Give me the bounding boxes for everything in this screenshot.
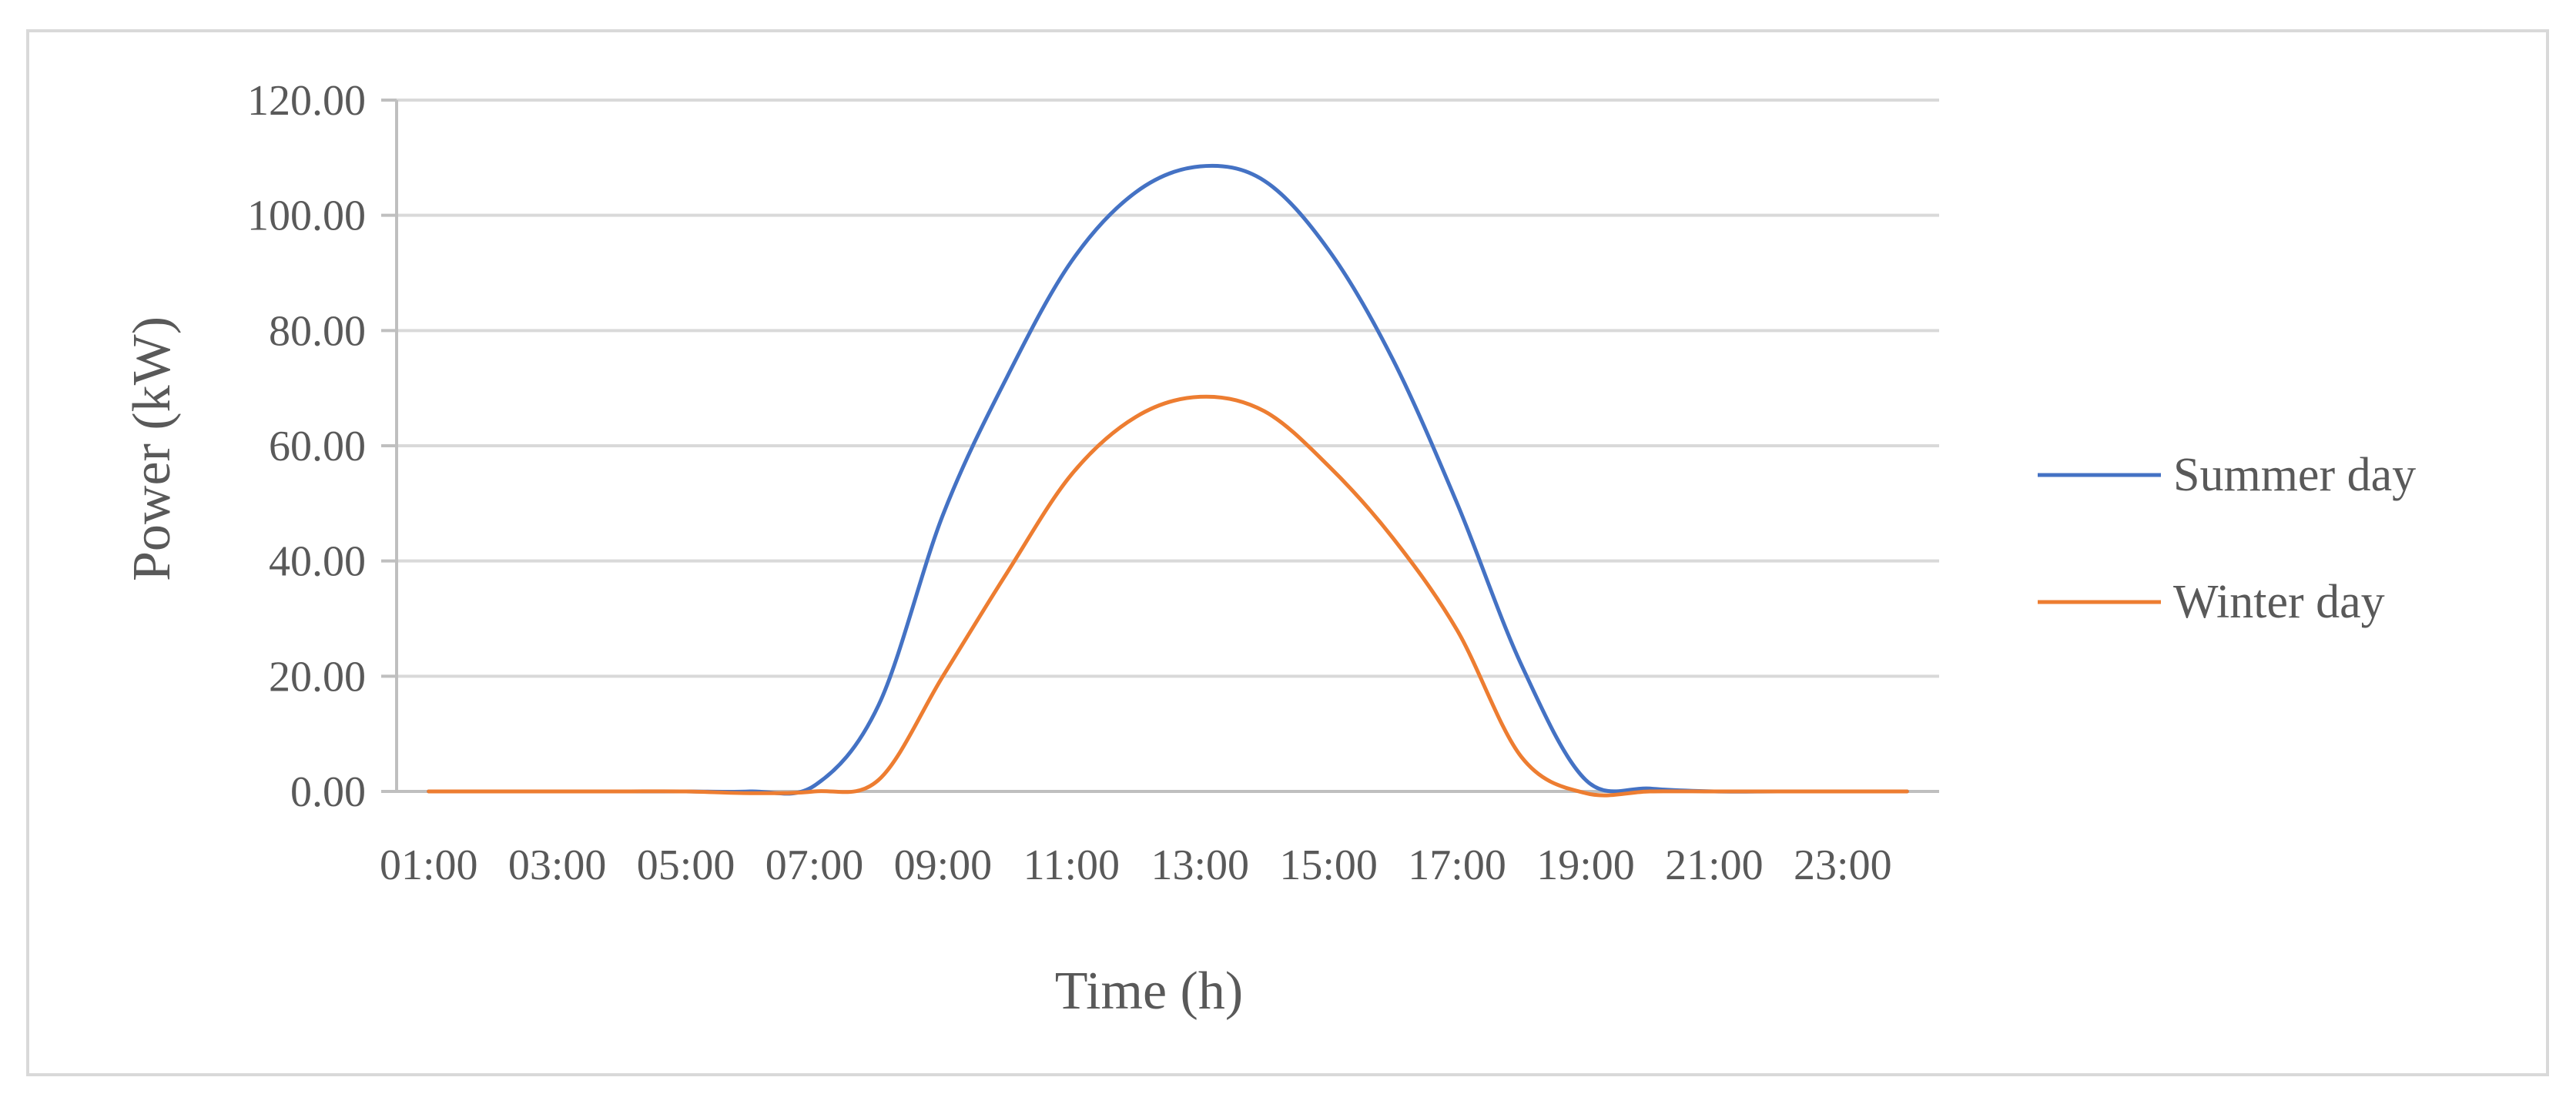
x-tick-label: 07:00: [765, 841, 864, 889]
x-tick-labels: 01:00 03:00 05:00 07:00 09:00 11:00 13:00 15:00…: [380, 841, 1892, 889]
x-tick-label: 11:00: [1023, 841, 1120, 889]
x-axis-title: Time (h): [1055, 962, 1243, 1021]
winter-day-line: [427, 394, 1909, 798]
y-tick-label: 20.00: [269, 653, 366, 701]
legend: Summer day Winter day: [2038, 449, 2416, 628]
y-tick-label: 0.00: [290, 768, 366, 816]
x-tick-label: 13:00: [1151, 841, 1249, 889]
x-tick-label: 05:00: [637, 841, 735, 889]
series-lines: [427, 163, 1909, 798]
winter-day-legend-label: Winter day: [2173, 576, 2385, 628]
x-tick-label: 21:00: [1665, 841, 1764, 889]
x-tick-label: 09:00: [894, 841, 993, 889]
y-tick-label: 100.00: [247, 192, 366, 240]
y-axis-title: Power (kW): [122, 316, 182, 581]
x-tick-label: 15:00: [1279, 841, 1378, 889]
y-tick-label: 80.00: [269, 307, 366, 355]
y-tick-label: 120.00: [247, 77, 366, 125]
x-tick-label: 03:00: [508, 841, 607, 889]
x-tick-label: 17:00: [1408, 841, 1506, 889]
x-tick-label: 19:00: [1536, 841, 1635, 889]
x-tick-label: 01:00: [380, 841, 478, 889]
y-tick-label: 40.00: [269, 538, 366, 586]
gridlines: [381, 99, 1939, 793]
x-tick-label: 23:00: [1794, 841, 1892, 889]
chart-border: [26, 29, 2549, 1076]
y-tick-label: 60.00: [269, 423, 366, 470]
y-tick-labels: 0.00 20.00 40.00 60.00 80.00 100.00 120.00: [247, 77, 366, 816]
summer-day-legend-label: Summer day: [2173, 449, 2416, 501]
